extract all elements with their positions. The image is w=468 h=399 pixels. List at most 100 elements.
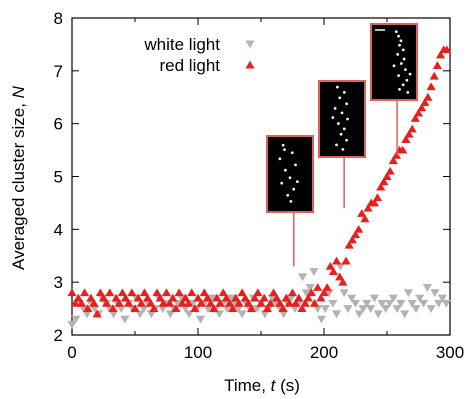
inset-particle bbox=[289, 176, 292, 179]
data-point bbox=[162, 288, 171, 296]
inset-particle bbox=[400, 39, 403, 42]
data-point bbox=[321, 305, 330, 313]
inset-particle bbox=[286, 194, 289, 197]
inset-particle bbox=[397, 35, 400, 38]
data-point bbox=[351, 300, 360, 308]
inset-particle bbox=[404, 68, 407, 71]
inset-particle bbox=[336, 86, 339, 89]
inset-particle bbox=[397, 74, 400, 77]
inset-particle bbox=[402, 48, 405, 51]
x-tick-label: 300 bbox=[436, 343, 464, 362]
data-point bbox=[120, 316, 129, 324]
inset-particle bbox=[278, 157, 281, 160]
x-tick-label: 0 bbox=[67, 343, 76, 362]
data-point bbox=[238, 310, 247, 318]
y-axis-label-main: Averaged cluster size, bbox=[9, 98, 28, 270]
inset-particle bbox=[338, 96, 341, 99]
inset-particle bbox=[282, 144, 285, 147]
inset-particle bbox=[280, 182, 283, 185]
inset-particle bbox=[398, 88, 401, 91]
inset-particle bbox=[296, 180, 299, 183]
inset-particle bbox=[343, 127, 346, 130]
data-point bbox=[430, 289, 439, 297]
data-point bbox=[317, 316, 326, 324]
data-point bbox=[374, 310, 383, 318]
data-point bbox=[423, 284, 432, 292]
inset-particle bbox=[291, 151, 294, 154]
inset-particle bbox=[284, 169, 287, 172]
data-point bbox=[67, 288, 76, 296]
data-point bbox=[340, 289, 349, 297]
data-point bbox=[298, 273, 307, 281]
data-point bbox=[187, 288, 196, 296]
data-point bbox=[332, 310, 341, 318]
inset-particle bbox=[290, 200, 293, 203]
x-axis-label-unit: (s) bbox=[275, 376, 300, 395]
inset-image bbox=[319, 81, 365, 157]
y-axis-label: Averaged cluster size, N bbox=[9, 85, 28, 270]
inset-particle bbox=[337, 122, 340, 125]
x-tick-label: 200 bbox=[310, 343, 338, 362]
inset-particle bbox=[400, 62, 403, 65]
y-axis-label-var: N bbox=[9, 85, 28, 98]
inset-particle bbox=[342, 148, 345, 151]
data-point bbox=[80, 288, 89, 296]
inset-particle bbox=[345, 102, 348, 105]
legend-label: white light bbox=[143, 35, 220, 54]
inset-image bbox=[371, 24, 417, 100]
data-point bbox=[253, 288, 262, 296]
y-tick-label: 6 bbox=[54, 115, 63, 134]
data-point bbox=[430, 72, 439, 80]
data-point bbox=[354, 225, 363, 233]
data-point bbox=[309, 268, 318, 276]
inset-1 bbox=[267, 136, 313, 266]
data-point bbox=[427, 82, 436, 90]
inset-particle bbox=[340, 133, 343, 136]
inset-particle bbox=[393, 64, 396, 67]
data-point bbox=[105, 288, 114, 296]
inset-particle bbox=[396, 53, 399, 56]
legend: white light red light bbox=[143, 35, 254, 75]
y-tick-label: 5 bbox=[54, 168, 63, 187]
x-axis-label: Time, t (s) bbox=[224, 376, 300, 395]
data-point bbox=[343, 305, 352, 313]
legend-label: red light bbox=[160, 56, 221, 75]
data-point bbox=[332, 257, 341, 265]
inset-particle bbox=[345, 139, 348, 142]
x-tick-label: 100 bbox=[184, 343, 212, 362]
y-tick-label: 8 bbox=[54, 9, 63, 28]
inset-particle bbox=[292, 188, 295, 191]
x-axis-label-main: Time, bbox=[224, 376, 271, 395]
inset-particle bbox=[403, 58, 406, 61]
data-point bbox=[400, 310, 409, 318]
data-point bbox=[196, 316, 205, 324]
y-tick-label: 4 bbox=[54, 220, 63, 239]
y-tick-label: 7 bbox=[54, 62, 63, 81]
inset-particle bbox=[294, 163, 297, 166]
inset-layer bbox=[267, 24, 417, 266]
data-point bbox=[404, 289, 413, 297]
data-point bbox=[411, 305, 420, 313]
data-point bbox=[423, 93, 432, 101]
data-point bbox=[328, 300, 337, 308]
inset-particle bbox=[406, 91, 409, 94]
legend-marker bbox=[245, 61, 254, 69]
data-point bbox=[366, 305, 375, 313]
data-point bbox=[288, 288, 297, 296]
inset-particle bbox=[283, 148, 286, 151]
inset-particle bbox=[395, 30, 398, 33]
data-point bbox=[341, 257, 350, 265]
inset-particle bbox=[398, 44, 401, 47]
data-point bbox=[419, 300, 428, 308]
inset-particle bbox=[341, 112, 344, 115]
data-point bbox=[427, 305, 436, 313]
data-point bbox=[373, 193, 382, 201]
data-point bbox=[386, 167, 395, 175]
inset-2 bbox=[319, 81, 365, 208]
inset-particle bbox=[405, 79, 408, 82]
inset-particle bbox=[334, 107, 337, 110]
data-point bbox=[175, 288, 184, 296]
inset-particle bbox=[409, 73, 412, 76]
data-point bbox=[323, 283, 332, 291]
